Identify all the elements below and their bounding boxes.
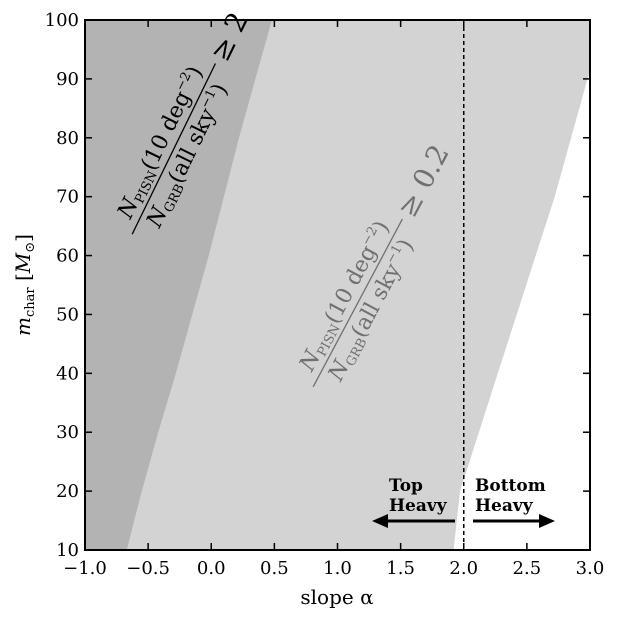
y-tick-label: 70	[56, 187, 79, 208]
y-tick-label: 30	[56, 422, 79, 443]
svg-text:mchar [M⊙]: mchar [M⊙]	[11, 234, 38, 336]
y-tick-label: 60	[56, 246, 79, 267]
top-heavy-label-line1: Top	[389, 476, 423, 496]
x-tick-label: 1.0	[323, 558, 352, 579]
y-tick-label: 40	[56, 363, 79, 384]
y-tick-label: 20	[56, 481, 79, 502]
x-tick-label: 2.0	[449, 558, 478, 579]
y-axis-label: mchar [M⊙]	[11, 234, 38, 336]
x-tick-label: 2.5	[513, 558, 542, 579]
bottom-heavy-arrow-head	[539, 514, 555, 528]
y-tick-label: 80	[56, 128, 79, 149]
x-axis-ticks: −1.0 −0.5 0.0 0.5 1.0 1.5 2.0 2.5 3.0	[63, 20, 604, 579]
x-axis-label: slope α	[300, 585, 373, 609]
y-tick-label: 50	[56, 304, 79, 325]
x-tick-label: −1.0	[63, 558, 107, 579]
x-tick-label: 3.0	[576, 558, 605, 579]
x-tick-label: −0.5	[126, 558, 170, 579]
x-tick-label: 0.0	[197, 558, 226, 579]
x-tick-label: 1.5	[386, 558, 415, 579]
y-tick-label: 10	[56, 540, 79, 561]
x-tick-label: 0.5	[260, 558, 289, 579]
top-heavy-arrow-head	[372, 514, 388, 528]
bottom-heavy-label-line2: Heavy	[475, 496, 534, 516]
y-tick-label: 90	[56, 69, 79, 90]
top-heavy-label-line2: Heavy	[389, 496, 448, 516]
y-tick-label: 100	[45, 10, 79, 31]
bottom-heavy-label-line1: Bottom	[475, 476, 546, 496]
region-dark-fill	[85, 20, 272, 550]
y-axis-ticks: 10 20 30 40 50 60 70 80 90 100	[45, 10, 590, 561]
